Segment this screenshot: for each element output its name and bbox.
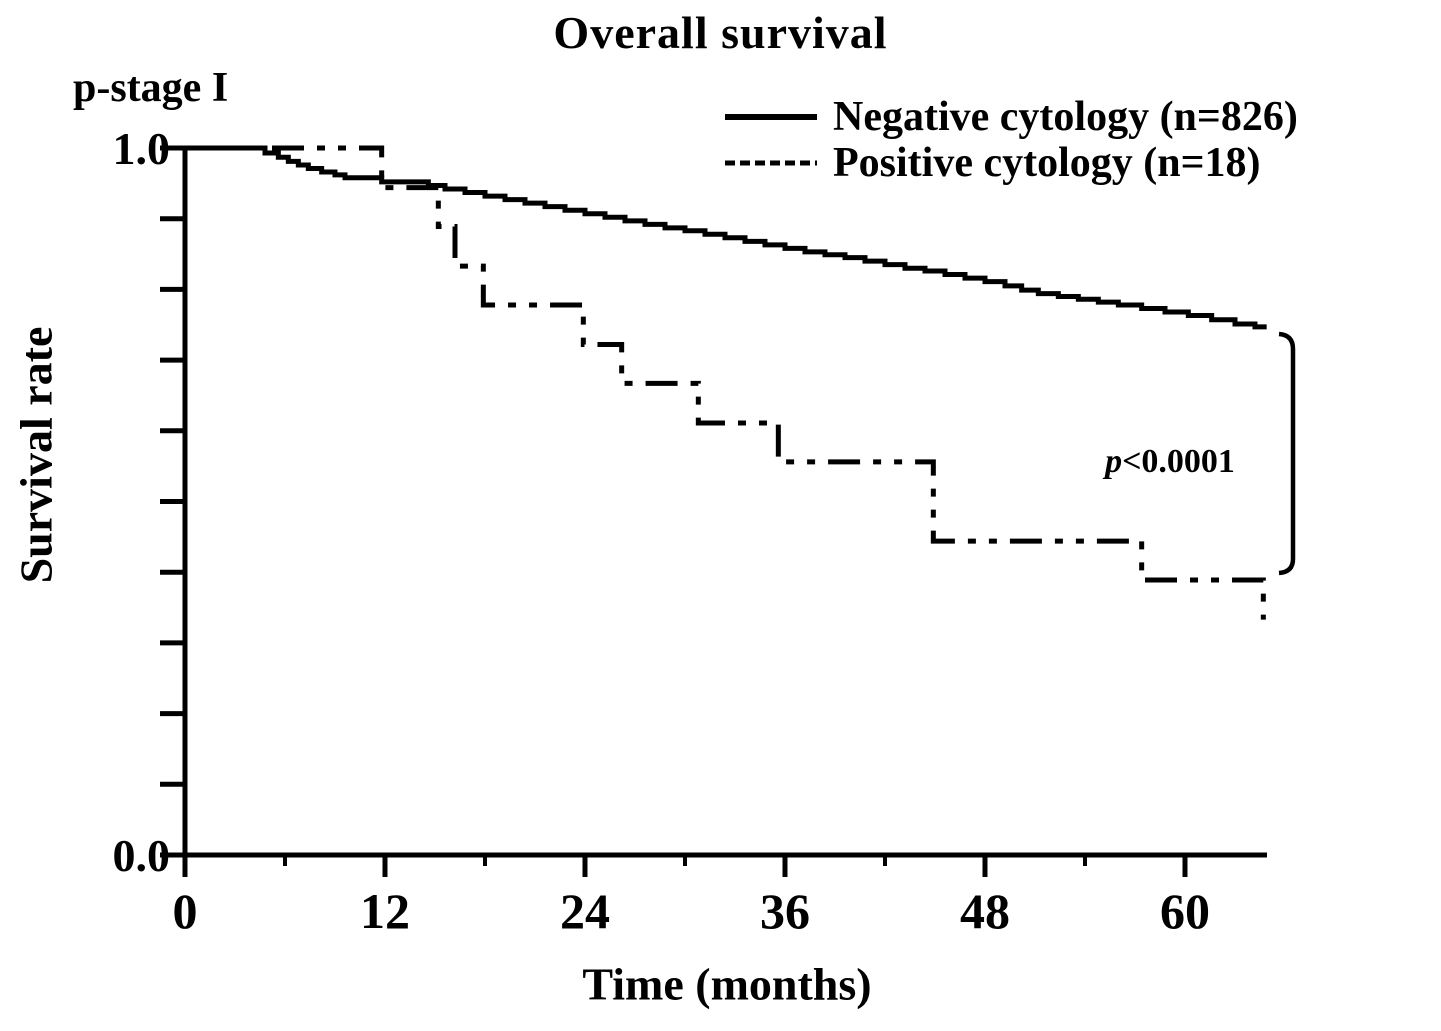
x-tick-label: 12 — [360, 883, 410, 939]
negative-cytology-curve — [185, 145, 1267, 330]
x-tick-label: 36 — [760, 883, 810, 939]
dashed-line-sample-icon — [725, 160, 817, 166]
legend-item-positive-cytology: Positive cytology (n=18) — [723, 140, 1298, 186]
solid-line-sample-icon — [725, 114, 817, 120]
stage-label: p-stage I — [73, 65, 229, 111]
positive-cytology-curve — [185, 145, 1266, 620]
x-tick-label: 0 — [173, 883, 198, 939]
p-value-symbol: p — [1105, 443, 1123, 480]
legend-item-negative-cytology: Negative cytology (n=826) — [723, 94, 1298, 140]
y-axis-title: Survival rate — [10, 326, 62, 584]
x-tick-label: 24 — [560, 883, 610, 939]
chart-title: Overall survival — [553, 7, 888, 58]
p-value-number: <0.0001 — [1122, 443, 1235, 480]
x-tick-label: 60 — [1160, 883, 1210, 939]
legend: Negative cytology (n=826) Positive cytol… — [723, 94, 1298, 186]
x-tick-label: 48 — [960, 883, 1010, 939]
legend-label-negative: Negative cytology (n=826) — [833, 94, 1298, 140]
comparison-bracket — [1278, 331, 1296, 576]
y-tick-label: 0.0 — [113, 830, 171, 881]
legend-label-positive: Positive cytology (n=18) — [833, 140, 1261, 186]
y-tick-label: 1.0 — [113, 123, 171, 174]
p-value-annotation: p<0.0001 — [1105, 443, 1235, 481]
x-axis-title: Time (months) — [582, 958, 872, 1010]
